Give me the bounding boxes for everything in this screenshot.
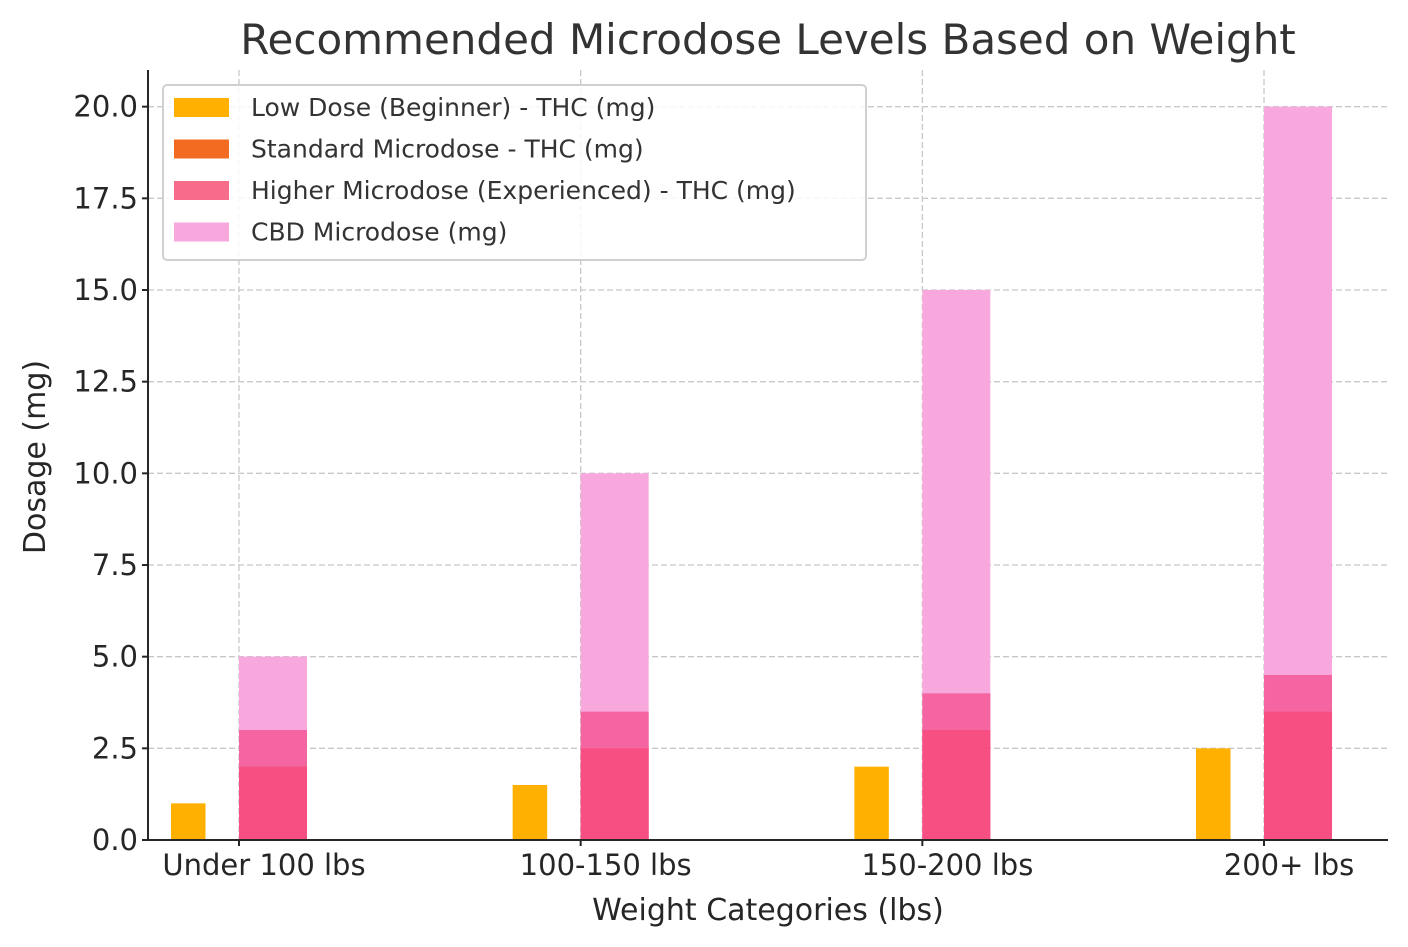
x-tick-label: Under 100 lbs [162, 848, 365, 882]
bar-standard-microdose [580, 748, 649, 840]
legend-swatch [174, 181, 229, 200]
bar-low-dose [512, 785, 548, 840]
y-tick-label: 17.5 [73, 181, 138, 215]
y-tick-label: 15.0 [73, 273, 138, 307]
y-tick-label: 0.0 [92, 823, 138, 857]
y-axis-title: Dosage (mg) [18, 360, 53, 554]
legend-box [162, 84, 867, 261]
y-tick-label: 12.5 [73, 365, 138, 399]
legend-label: Low Dose (Beginner) - THC (mg) [251, 93, 655, 122]
legend-label: Standard Microdose - THC (mg) [251, 135, 644, 164]
bars-layer [171, 106, 1333, 840]
y-tick-label: 20.0 [73, 90, 138, 124]
bar-standard-microdose [1264, 711, 1333, 840]
x-tick-label: 200+ lbs [1224, 848, 1354, 882]
legend-swatch [174, 222, 229, 242]
bar-standard-microdose [922, 730, 991, 840]
bar-low-dose [171, 803, 206, 840]
x-tick-label: 100-150 lbs [520, 848, 692, 882]
y-tick-label: 2.5 [92, 731, 138, 765]
bar-low-dose [854, 766, 889, 840]
axes-layer: 0.0 2.5 5.0 7.5 10.0 12.5 15.0 17.5 20.0 Under 10… [73, 70, 1388, 882]
chart-title: Recommended Microdose Levels Based on We… [240, 15, 1296, 64]
bar-standard-microdose [239, 766, 307, 840]
x-tick-label: 150-200 lbs [861, 848, 1033, 882]
legend-swatch [174, 139, 229, 159]
legend-swatch [174, 98, 229, 117]
y-tick-label: 10.0 [73, 456, 138, 490]
y-tick-label: 7.5 [92, 548, 138, 582]
x-axis-title: Weight Categories (lbs) [592, 893, 944, 928]
y-tick-label: 5.0 [92, 640, 138, 674]
legend-label: Higher Microdose (Experienced) - THC (mg… [251, 176, 796, 205]
legend-label: CBD Microdose (mg) [251, 218, 507, 247]
legend: Low Dose (Beginner) - THC (mg) Standard M… [162, 84, 867, 261]
bar-low-dose [1196, 748, 1231, 840]
